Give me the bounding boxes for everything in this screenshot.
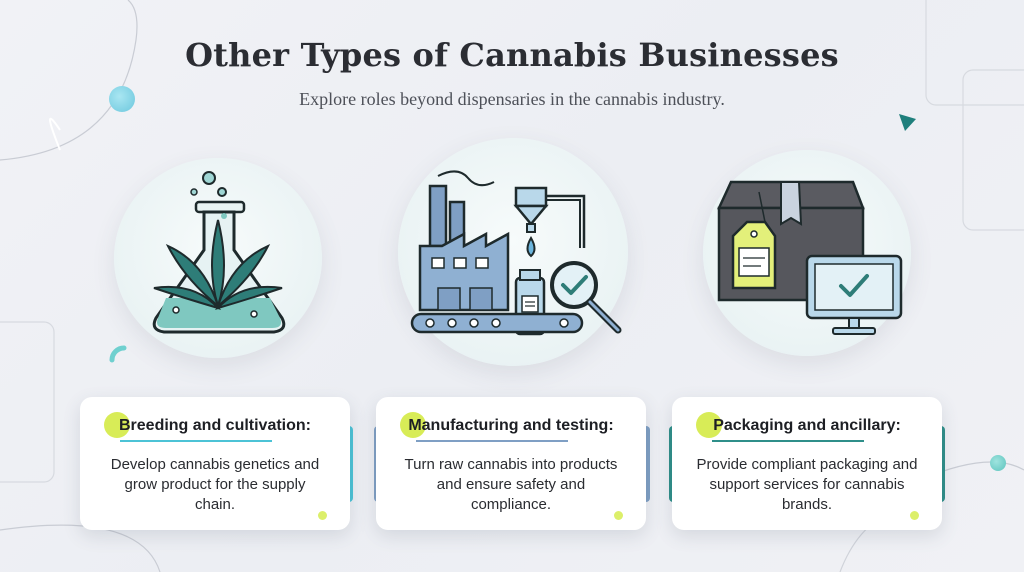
packaging-box-icon xyxy=(717,180,903,335)
corner-dot xyxy=(614,511,623,520)
title-underline xyxy=(712,440,864,442)
cannabis-flask-icon xyxy=(152,171,286,334)
corner-dot xyxy=(910,511,919,520)
corner-dot xyxy=(318,511,327,520)
card-manufacturing: Manufacturing and testing: Turn raw cann… xyxy=(376,397,646,530)
card-description: Provide compliant packaging and support … xyxy=(696,456,918,513)
card-title: Manufacturing and testing: xyxy=(408,417,614,434)
card-cultivation: Breeding and cultivation: Develop cannab… xyxy=(80,397,350,530)
card-packaging: Packaging and ancillary: Provide complia… xyxy=(672,397,942,530)
title-underline xyxy=(120,440,272,442)
factory-testing-icon xyxy=(410,170,622,336)
card-description: Develop cannabis genetics and grow produ… xyxy=(110,456,320,513)
illustration-manufacturing xyxy=(398,138,628,366)
illustration-cultivation xyxy=(114,158,322,358)
accent-dot xyxy=(400,412,426,438)
decor-dot-teal xyxy=(990,455,1006,471)
page-title: Other Types of Cannabis Businesses xyxy=(185,36,839,74)
accent-dot xyxy=(696,412,722,438)
decor-triangle xyxy=(899,114,916,131)
card-title: Packaging and ancillary: xyxy=(713,417,901,434)
card-description: Turn raw cannabis into products and ensu… xyxy=(404,456,618,513)
decor-dot-blue xyxy=(109,86,135,112)
title-underline xyxy=(416,440,568,442)
card-title: Breeding and cultivation: xyxy=(118,417,311,434)
accent-dot xyxy=(104,412,130,438)
illustration-packaging xyxy=(703,150,911,356)
page-subtitle: Explore roles beyond dispensaries in the… xyxy=(299,89,725,109)
